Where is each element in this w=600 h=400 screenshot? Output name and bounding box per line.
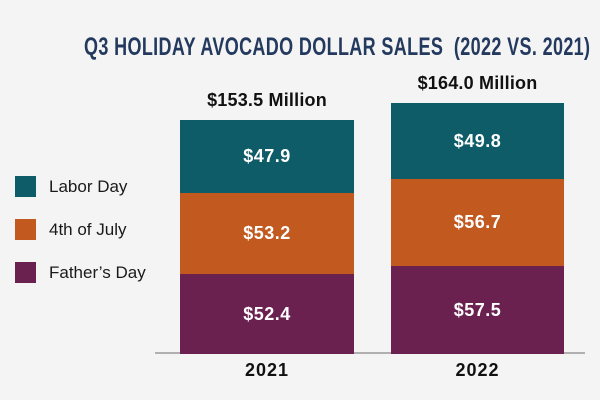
legend: Labor Day 4th of July Father’s Day (15, 176, 146, 305)
x-tick-label-2022: 2022 (455, 360, 500, 380)
stacked-bar-2022: $49.8 $56.7 $57.5 (391, 103, 564, 354)
segment-fathers-day-2021: $52.4 (180, 274, 354, 354)
4th-of-july-color-swatch (15, 219, 36, 240)
legend-label-fathers-day: Father’s Day (49, 263, 146, 282)
segment-labor-day-2022: $49.8 (391, 103, 564, 179)
bar-group-2022: $164.0 Million $49.8 $56.7 $57.5 (391, 73, 564, 354)
segment-value-fathers-day-2022: $57.5 (453, 299, 502, 320)
fathers-day-color-swatch (15, 262, 36, 283)
segment-4th-of-july-2021: $53.2 (180, 193, 354, 274)
segment-4th-of-july-2022: $56.7 (391, 179, 564, 266)
legend-item-labor-day: Labor Day (15, 176, 146, 197)
x-axis-line (155, 352, 585, 354)
segment-value-4th-of-july-2021: $53.2 (243, 223, 291, 243)
chart-title: Q3 HOLIDAY AVOCADO DOLLAR SALES (2022 VS… (83, 33, 591, 61)
segment-value-4th-of-july-2022: $56.7 (453, 212, 502, 232)
segment-value-fathers-day-2021: $52.4 (243, 303, 291, 324)
labor-day-color-swatch (15, 176, 36, 197)
segment-value-labor-day-2022: $49.8 (453, 130, 502, 151)
segment-fathers-day-2022: $57.5 (391, 266, 564, 354)
total-label-2021: $153.5 Million (207, 90, 327, 110)
legend-item-fathers-day: Father’s Day (15, 262, 146, 283)
bar-group-2021: $153.5 Million $47.9 $53.2 $52.4 (180, 90, 354, 354)
segment-labor-day-2021: $47.9 (180, 120, 354, 193)
x-tick-label-2021: 2021 (244, 360, 290, 380)
segment-value-labor-day-2021: $47.9 (243, 146, 291, 166)
legend-item-4th-of-july: 4th of July (15, 219, 146, 240)
legend-label-labor-day: Labor Day (49, 177, 128, 196)
stacked-bar-2021: $47.9 $53.2 $52.4 (180, 120, 354, 354)
total-label-2022: $164.0 Million (417, 73, 538, 93)
legend-label-4th-of-july: 4th of July (49, 220, 127, 239)
